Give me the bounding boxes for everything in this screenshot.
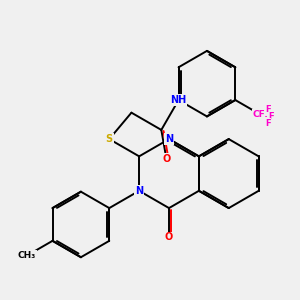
Text: S: S bbox=[106, 134, 113, 144]
Text: F: F bbox=[265, 105, 271, 114]
Text: O: O bbox=[162, 154, 170, 164]
Text: F: F bbox=[265, 119, 271, 128]
Text: O: O bbox=[165, 232, 173, 242]
Text: N: N bbox=[135, 186, 143, 196]
Text: NH: NH bbox=[170, 95, 187, 105]
Text: CH₃: CH₃ bbox=[18, 251, 36, 260]
Text: N: N bbox=[165, 134, 173, 144]
Text: CF₃: CF₃ bbox=[252, 110, 269, 119]
Text: F: F bbox=[268, 112, 274, 121]
